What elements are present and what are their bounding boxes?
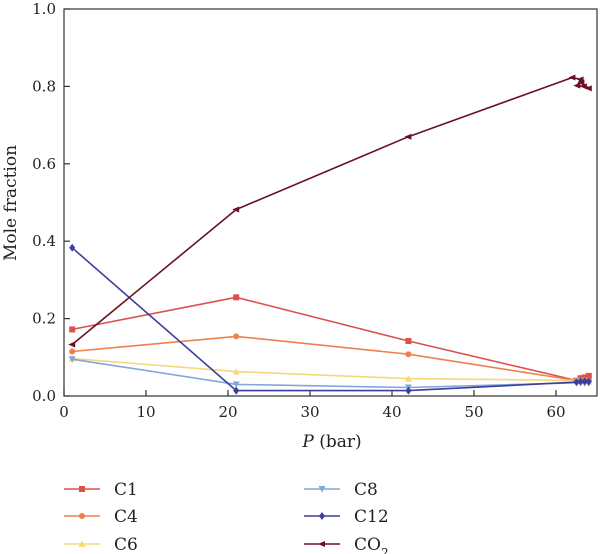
legend-item-c4: C4	[64, 507, 138, 527]
data-point-c12	[585, 377, 592, 386]
data-point-c4	[69, 348, 76, 355]
legend: C1 C4 C6 C8 C12 CO2	[64, 480, 389, 554]
data-point-c1	[69, 326, 76, 333]
y-tick-label: 0.0	[32, 387, 56, 405]
series-line-c12	[71, 247, 589, 392]
x-tick-label: 10	[136, 403, 155, 421]
data-point-c12	[581, 377, 588, 386]
legend-label: C12	[354, 507, 389, 527]
data-point-co2	[68, 341, 76, 348]
legend-swatch-marker	[79, 486, 85, 492]
plot-frame	[63, 8, 598, 397]
legend-label: CO2	[354, 535, 389, 554]
y-tick-label: 0.8	[32, 77, 56, 95]
data-point-co2	[573, 82, 581, 89]
data-point-c12	[69, 243, 76, 252]
legend-label-text: C12	[354, 507, 389, 527]
plot-border	[63, 8, 598, 397]
data-point-c1	[405, 338, 412, 345]
x-tick-label: 30	[300, 403, 319, 421]
series-c6	[68, 354, 593, 385]
x-tick-label: 50	[464, 403, 483, 421]
legend-swatch-marker	[319, 512, 325, 520]
data-point-c1	[233, 294, 240, 301]
y-tick-label: 0.4	[32, 232, 56, 250]
legend-item-c12: C12	[304, 507, 389, 527]
x-axis-label-unit: (bar)	[314, 432, 362, 452]
legend-swatch-marker	[318, 541, 325, 547]
series-line-c4	[72, 335, 589, 382]
data-point-c12	[233, 386, 240, 395]
data-point-co2	[577, 79, 585, 86]
series-line-co2	[71, 76, 590, 346]
data-point-c12	[577, 377, 584, 386]
x-axis: 0 10 20 30 40 50 60	[59, 390, 566, 421]
data-point-c6	[404, 375, 412, 382]
legend-item-c6: C6	[64, 535, 138, 554]
data-point-co2	[568, 74, 576, 81]
data-point-c4	[405, 351, 412, 358]
y-tick-label: 0.2	[32, 310, 56, 328]
legend-label: C6	[114, 535, 138, 554]
legend-label: C8	[354, 480, 378, 500]
data-point-co2	[232, 206, 240, 213]
series-co2	[68, 74, 592, 348]
data-point-c4	[233, 333, 240, 340]
legend-label-text: CO	[354, 535, 381, 554]
series-line-c1	[72, 296, 590, 382]
x-tick-label: 60	[546, 403, 565, 421]
legend-label-subscript: 2	[381, 546, 389, 554]
y-axis-label: Mole fraction	[1, 145, 21, 261]
legend-label-text: C1	[114, 480, 138, 500]
series-layer	[68, 74, 593, 395]
legend-label-text: C4	[114, 507, 138, 527]
legend-label: C4	[114, 507, 138, 527]
data-point-c12	[405, 386, 412, 395]
data-point-co2	[579, 83, 587, 90]
y-tick-label: 1.0	[32, 0, 56, 18]
data-point-c8	[232, 381, 240, 388]
y-axis: 0.0 0.2 0.4 0.6 0.8 1.0	[32, 0, 70, 405]
series-line-c8	[72, 358, 589, 389]
legend-swatch-marker	[78, 540, 86, 547]
legend-item-c1: C1	[64, 480, 138, 500]
y-tick-label: 0.6	[32, 155, 56, 173]
x-axis-label: P (bar)	[301, 432, 361, 452]
legend-swatch-marker	[318, 486, 326, 493]
series-c12	[69, 243, 592, 395]
x-tick-label: 40	[382, 403, 401, 421]
legend-label: C1	[114, 480, 138, 500]
x-tick-label: 0	[59, 403, 69, 421]
data-point-c6	[232, 368, 240, 375]
legend-item-co2: CO2	[304, 535, 389, 554]
data-point-c1	[585, 372, 592, 379]
data-point-co2	[404, 133, 412, 140]
x-tick-label: 20	[218, 403, 237, 421]
x-axis-label-variable: P	[301, 432, 314, 452]
data-point-c8	[68, 356, 76, 363]
legend-item-c8: C8	[304, 480, 378, 500]
data-point-co2	[584, 85, 592, 92]
legend-swatch-marker	[79, 513, 85, 519]
legend-label-text: C8	[354, 480, 378, 500]
legend-label-text: C6	[114, 535, 138, 554]
data-point-c12	[573, 378, 580, 387]
